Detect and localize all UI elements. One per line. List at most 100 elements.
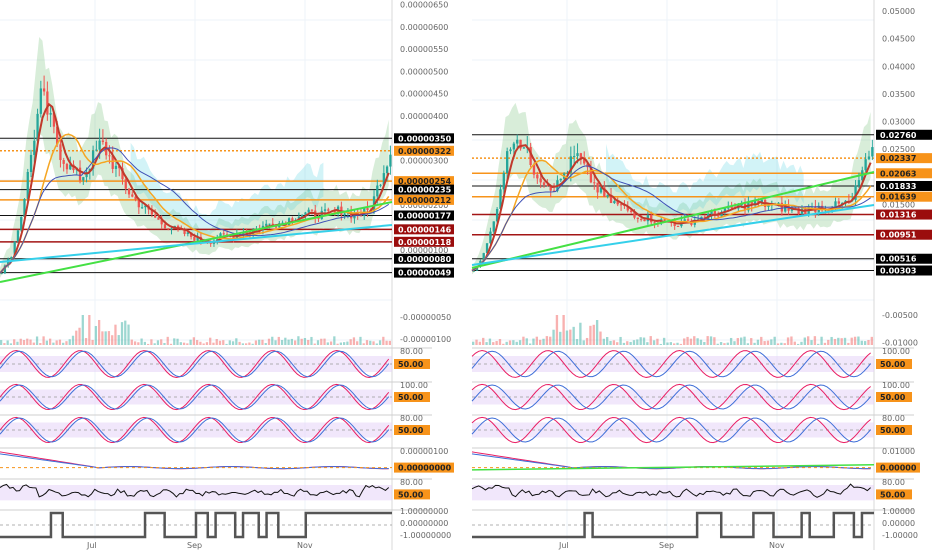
left-volume-bar [71,335,75,345]
left-volume-bar [179,342,182,345]
left-panel: 0.00000650 0.00000600 0.00000550 0.00000500… [0,0,454,550]
right-volume-bar [699,339,703,345]
right-volume-bar [719,342,723,345]
left-candle-body [242,232,245,235]
left-volume-bar [3,343,6,345]
left-candle-body [307,209,310,213]
left-rsi-tag: 50.00 [398,490,424,499]
left-osc-line-d [0,384,390,410]
left-osc-tag: 50.00 [398,426,424,435]
left-volume-bar [196,340,199,345]
left-volume-bar [209,337,212,345]
right-price-axis-label: -0.00500 [882,311,918,320]
left-green-trendline [0,201,393,283]
right-volume-bar [472,341,475,345]
right-cyan-trendline [471,204,875,266]
right-volume-bar [736,338,739,345]
right-price-axis-label: 0.03000 [882,118,915,127]
left-volume-bar [202,343,205,345]
left-candle-body [327,209,330,211]
left-volume-bar [22,340,26,345]
right-macd-tag-bg [876,462,920,473]
left-candle-body [118,165,121,169]
right-candle-body [633,212,636,218]
right-volume-bar [850,337,853,345]
left-volume-bar [287,339,290,345]
right-price-tag-bg [876,253,932,264]
right-volume-bar [783,343,786,345]
left-price-tag: 0.00000254 [398,177,452,186]
right-candle-body [619,204,623,206]
left-candle-body [336,206,340,212]
right-volume-bar [833,338,837,345]
right-candle-body [492,221,495,232]
right-candle-body [650,215,653,223]
right-candle-body [857,180,861,186]
right-volume-bar [773,336,776,345]
left-volume-bar [16,341,19,345]
left-macd-axis-label: 0.00000100 [400,447,448,456]
left-volume-bar [320,338,323,345]
right-volume-bar [689,338,693,345]
right-volume-bar [542,338,545,345]
right-price-tag-bg [876,191,932,202]
left-candle-body [121,168,124,180]
left-volume-bar [52,342,55,345]
left-volume-bar [280,340,284,345]
left-price-axis-label: 0.00000300 [400,157,448,166]
right-rsi-tag-bg [876,489,912,500]
right-candle-body [522,147,526,149]
right-candle-body [784,205,787,212]
right-volume-bar [585,337,589,345]
right-volume-bar [729,337,733,345]
left-price-axis-label: 0.00000200 [400,201,448,210]
right-volume-bar [482,337,485,345]
left-osc-axis-label: 80.00 [400,347,423,356]
right-volume-bar [515,341,518,345]
right-candle-body [586,163,589,168]
left-candle-body [95,149,98,151]
left-candle-body [389,154,392,167]
right-volume-bar [740,337,743,345]
left-volume-bar [258,339,261,345]
left-volume-bar [323,338,326,345]
left-osc-axis-label: 80.00 [400,414,423,423]
right-volume-bar [565,330,569,345]
left-volume-bar [192,337,195,345]
left-volume-bar [303,337,307,345]
right-volume-bar [753,342,756,345]
left-price-tag: 0.00000322 [398,147,451,156]
right-volume-bar [860,340,863,345]
right-price-tag: 0.02063 [880,169,916,178]
right-volume-bar [495,341,498,345]
right-candle-body [710,210,713,214]
left-candle-body [131,194,134,197]
right-osc-line-d [471,350,872,378]
right-candle-body [576,153,579,157]
left-candle-body [343,213,346,215]
right-price-tag: 0.01639 [880,193,917,202]
right-volume-bar [492,342,495,345]
right-price-tag: 0.00303 [880,267,916,276]
left-volume-bar [336,343,339,345]
left-candle-body [350,211,353,219]
right-candle-body [506,151,509,174]
left-volume-bar [6,340,9,345]
right-osc-tag-bg [876,359,912,369]
right-volume-bar [857,336,860,345]
left-volume-bar [88,315,91,345]
right-volume-bar [478,341,482,345]
left-volume-bar [235,338,238,345]
right-candle-body [757,200,760,203]
left-volume-bar [346,341,349,345]
left-osc-tag: 50.00 [398,393,424,402]
left-volume-bar [356,341,359,345]
right-candle-body [837,201,840,204]
left-volume-bar [107,331,111,345]
left-candle-body [291,218,294,222]
left-price-axis-label: 0.00000100 [400,246,448,255]
left-candle-body [26,171,29,199]
right-osc-axis-label: 100.00 [882,381,910,390]
right-volume-bar [636,339,639,345]
